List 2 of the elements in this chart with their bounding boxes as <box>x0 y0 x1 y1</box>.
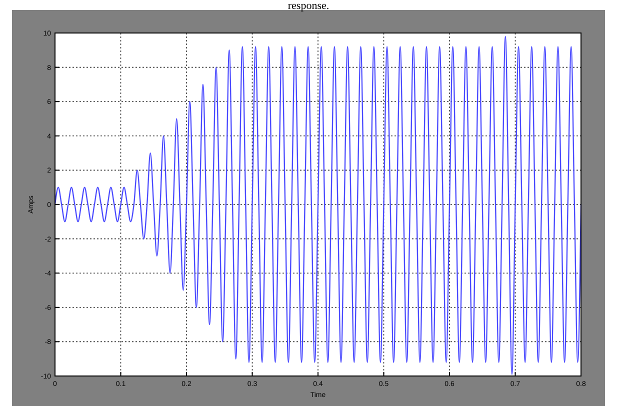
text: response. <box>288 0 330 12</box>
line-series <box>54 36 582 375</box>
